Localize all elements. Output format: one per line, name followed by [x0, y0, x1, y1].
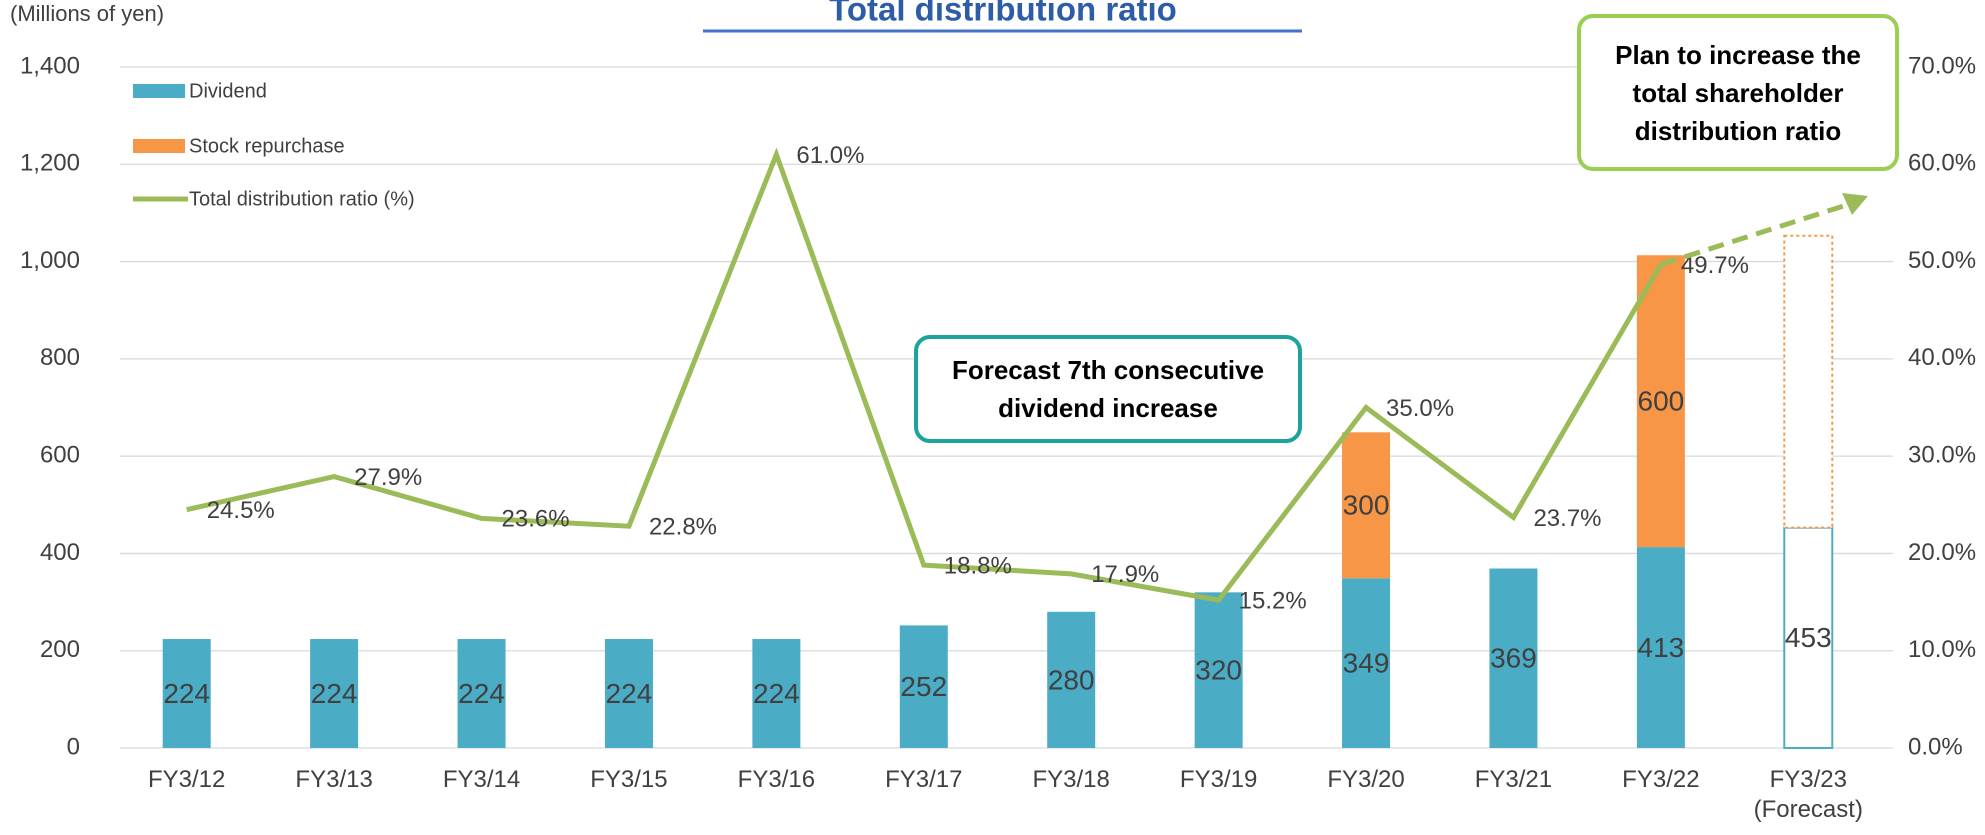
annotation-line: dividend increase [998, 393, 1218, 423]
legend-swatch [133, 139, 185, 153]
legend-label: Total distribution ratio (%) [189, 188, 415, 210]
data-label: 320 [1195, 655, 1242, 686]
data-label: 224 [606, 678, 653, 709]
y2-tick-label: 50.0% [1908, 247, 1976, 274]
bar [604, 639, 653, 748]
bar [1194, 592, 1243, 748]
y2-tick-label: 0.0% [1908, 733, 1963, 760]
y-tick-label: 1,400 [20, 52, 80, 79]
bar [899, 625, 948, 748]
annotation-line: distribution ratio [1634, 115, 1842, 146]
bar [162, 639, 211, 748]
bar [1342, 432, 1391, 579]
data-label: 224 [753, 678, 800, 709]
x-tick-label: FY3/23 (Forecast) [1753, 766, 1863, 823]
data-label: 349 [1343, 648, 1390, 679]
bar [457, 639, 506, 748]
y2-tick-label: 70.0% [1908, 52, 1976, 79]
y-axis-label: (Millions of yen) [10, 1, 164, 26]
y2-tick-label: 20.0% [1908, 539, 1976, 566]
y-tick-label: 0 [67, 733, 80, 760]
annotation-line: Plan to increase the [1615, 39, 1861, 70]
y-tick-label: 800 [40, 344, 80, 371]
legend-label: Dividend [189, 80, 267, 102]
bar [1342, 578, 1391, 748]
y-tick-label: 1,200 [20, 150, 80, 177]
line [186, 147, 1664, 603]
y-tick-label: 1,000 [20, 247, 80, 274]
data-label: 27.9% [354, 464, 422, 491]
data-label: 24.5% [207, 497, 275, 524]
x-tick-label: FY3/18 [1032, 766, 1110, 793]
data-label: 224 [311, 678, 358, 709]
data-label: 224 [163, 678, 210, 709]
annotation-box: Plan to increase the total shareholder dis… [1577, 14, 1899, 171]
x-tick-label: FY3/20 [1327, 766, 1405, 793]
bar [310, 639, 359, 748]
x-tick-label: FY3/16 [737, 766, 816, 793]
x-tick-label: FY3/22 [1622, 766, 1700, 793]
bar [1783, 234, 1834, 529]
legend-swatch [133, 84, 185, 98]
bar [1489, 568, 1538, 748]
bar [1047, 611, 1096, 748]
x-tick-label: FY3/13 [295, 766, 373, 793]
annotation-line: total shareholder [1632, 77, 1844, 108]
y2-tick-label: 30.0% [1908, 441, 1976, 468]
data-label: 23.6% [502, 506, 570, 533]
data-label: 252 [900, 671, 947, 702]
x-tick-label: FY3/15 [590, 766, 668, 793]
y-tick-label: 400 [40, 539, 80, 566]
x-tick-label: FY3/14 [442, 766, 521, 793]
plan-arrow-head [1842, 193, 1868, 215]
data-label: 300 [1343, 490, 1390, 521]
annotation-box: Forecast 7th consecutive dividend increas… [914, 335, 1302, 443]
y2-tick-label: 40.0% [1908, 344, 1976, 371]
x-tick-label: FY3/17 [885, 766, 963, 793]
x-tick-label: FY3/21 [1474, 766, 1553, 793]
y2-tick-label: 10.0% [1908, 636, 1976, 663]
data-label: 17.9% [1091, 561, 1159, 588]
data-label: 61.0% [796, 142, 864, 169]
x-tick-label: FY3/12 [148, 766, 226, 793]
plan-arrow [1660, 201, 1851, 267]
bar [752, 639, 801, 748]
data-label: 453 [1785, 622, 1832, 653]
y2-tick-label: 60.0% [1908, 150, 1976, 177]
annotation-line: Forecast 7th consecutive [951, 355, 1265, 385]
bar [1636, 255, 1685, 548]
data-label: 224 [458, 678, 505, 709]
data-label: 23.7% [1533, 505, 1601, 532]
data-label: 15.2% [1239, 587, 1307, 614]
y-tick-label: 600 [40, 441, 80, 468]
x-tick-label: FY3/19 [1179, 766, 1258, 793]
chart-title: Total distribution ratio [829, 0, 1177, 28]
data-label: 18.8% [944, 552, 1012, 579]
bar [1636, 547, 1685, 748]
data-label: 280 [1048, 664, 1095, 695]
data-label: 600 [1638, 386, 1685, 417]
data-label: 35.0% [1386, 395, 1454, 422]
y-tick-label: 200 [40, 636, 80, 663]
data-label: 413 [1638, 632, 1685, 663]
data-label: 369 [1490, 643, 1537, 674]
legend-label: Stock repurchase [189, 135, 345, 157]
data-label: 22.8% [649, 514, 717, 541]
